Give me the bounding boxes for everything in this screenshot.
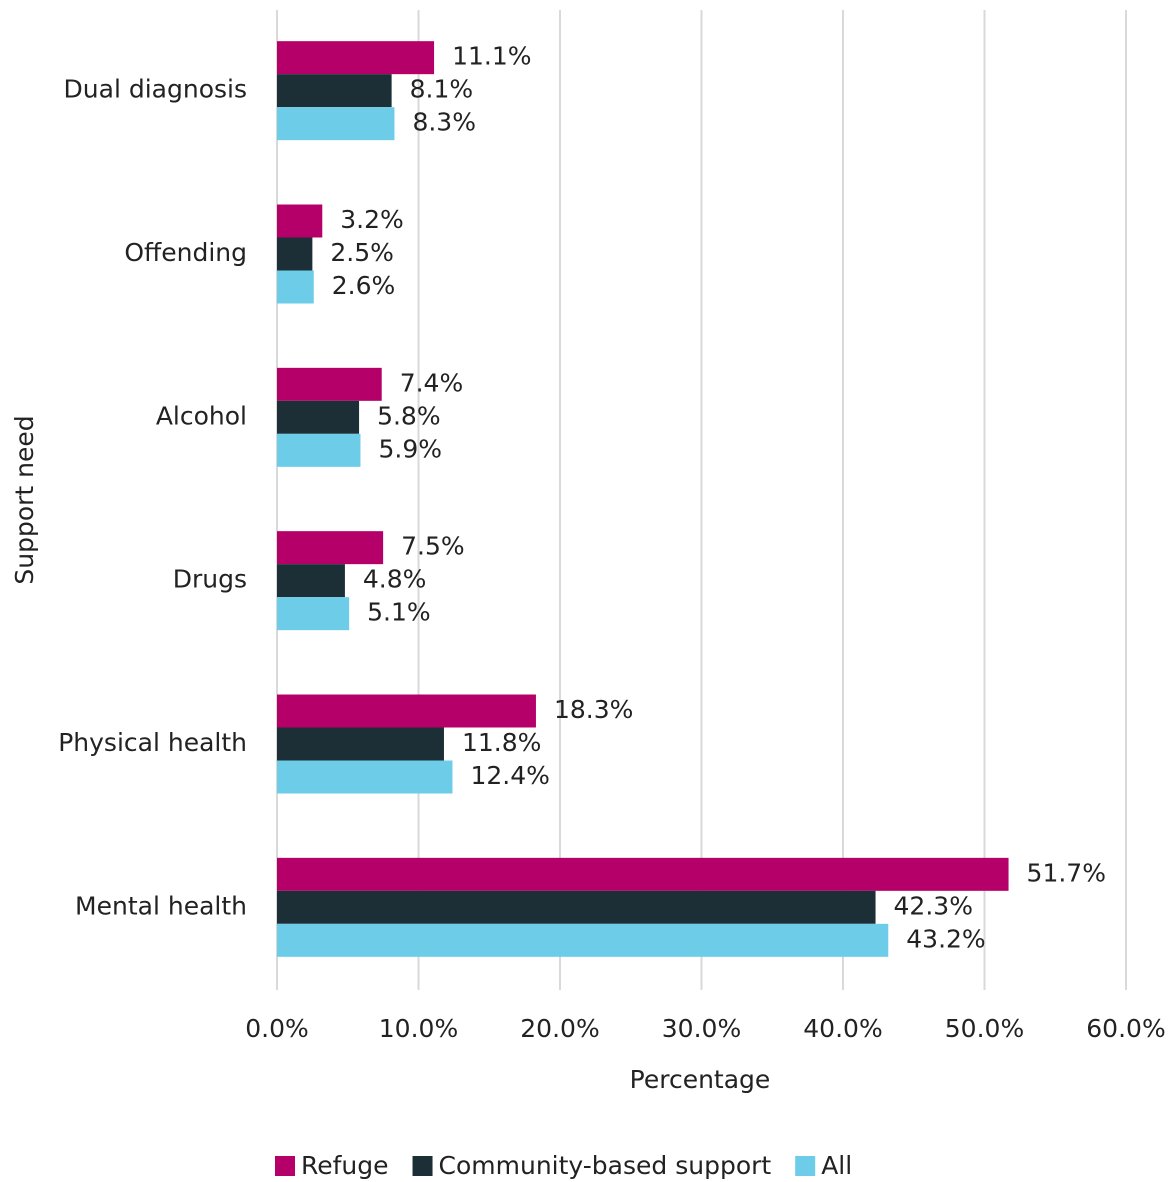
legend-swatch [795,1156,816,1176]
bar [277,237,313,271]
bar [277,41,435,75]
value-label: 8.1% [410,75,474,104]
y-tick-label: Alcohol [156,401,247,430]
y-tick-label: Physical health [58,728,247,757]
bar [277,400,360,434]
value-label: 7.4% [400,368,464,397]
bar [277,727,444,761]
x-tick-label: 50.0% [945,1014,1024,1043]
value-label: 11.8% [462,728,541,757]
value-label: 18.3% [554,695,633,724]
value-label: 2.6% [332,271,396,300]
value-label: 2.5% [330,238,394,267]
y-tick-label: Dual diagnosis [64,75,247,104]
bar [277,204,323,238]
bar [277,597,350,631]
value-label: 42.3% [894,891,973,920]
value-label: 3.2% [340,205,404,234]
value-label: 43.2% [906,924,985,953]
legend-swatch [412,1156,433,1176]
x-tick-label: 30.0% [662,1014,741,1043]
value-label: 5.1% [367,598,431,627]
x-axis-label: Percentage [630,1065,771,1094]
value-label: 5.9% [378,434,442,463]
bar [277,890,876,924]
x-tick-label: 20.0% [520,1014,599,1043]
y-tick-label: Mental health [75,891,247,920]
value-label: 7.5% [401,532,465,561]
bar [277,857,1009,891]
bar [277,107,395,141]
legend-label: Refuge [301,1151,389,1180]
x-tick-label: 40.0% [803,1014,882,1043]
legend-label: Community-based support [439,1151,772,1180]
value-label: 12.4% [470,761,549,790]
value-label: 8.3% [412,108,476,137]
bar [277,367,382,401]
value-label: 11.1% [452,42,531,71]
bar [277,923,889,957]
bar [277,433,361,467]
value-label: 4.8% [363,565,427,594]
bar [277,74,392,108]
x-tick-label: 10.0% [379,1014,458,1043]
bar [277,760,453,794]
bar [277,270,314,304]
bar [277,564,345,598]
legend-label: All [821,1151,852,1180]
y-tick-label: Drugs [173,565,247,594]
x-tick-label: 0.0% [245,1014,309,1043]
legend-swatch [275,1156,295,1176]
value-label: 5.8% [377,401,441,430]
y-axis-label: Support need [10,415,39,584]
value-label: 51.7% [1027,858,1106,887]
bar [277,531,384,565]
x-tick-label: 60.0% [1086,1014,1165,1043]
bar [277,694,536,728]
y-tick-label: Offending [124,238,247,267]
